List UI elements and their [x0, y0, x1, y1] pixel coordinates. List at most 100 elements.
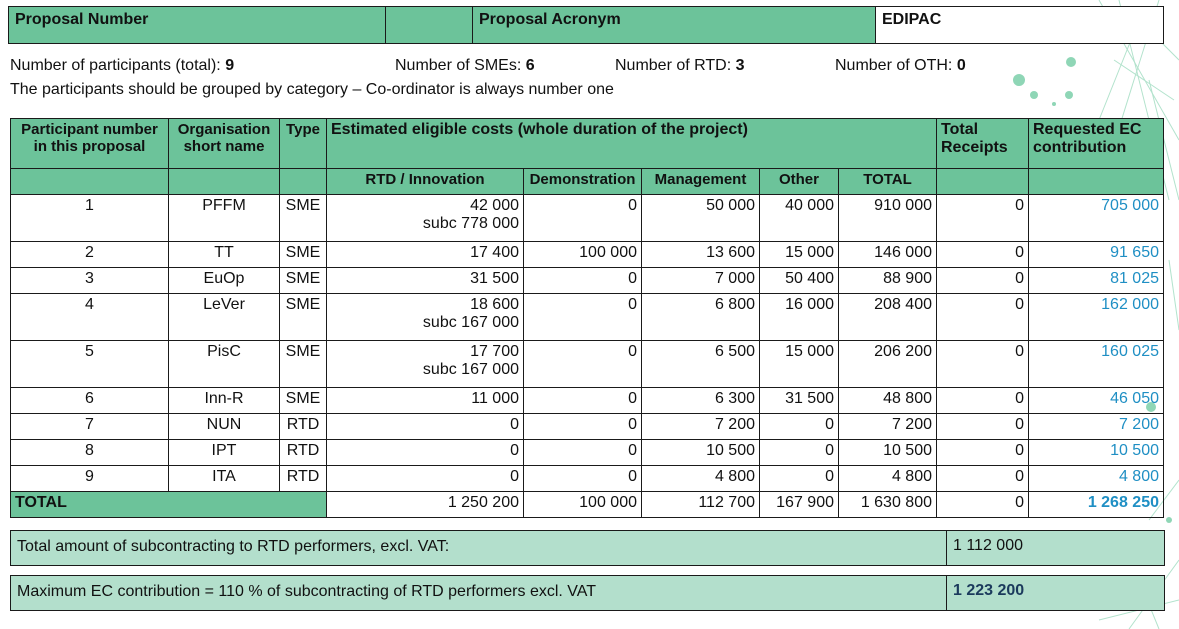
rtd-cost: 42 000 subc 778 000: [326, 194, 524, 242]
subheader-other: Other: [759, 168, 839, 195]
participant-number-value: 3: [85, 270, 94, 287]
max-ec-value: 1 223 200: [946, 576, 1164, 610]
rtd-cost-value: 11 000: [471, 390, 519, 407]
other-cost-value: 40 000: [785, 197, 834, 214]
total-receipts: 0: [936, 293, 1029, 341]
total-receipts-value: 0: [1015, 296, 1024, 313]
oth-label: Number of OTH:: [835, 57, 953, 74]
management-cost: 10 500: [641, 439, 760, 466]
org-short-name: TT: [168, 241, 280, 268]
smes-label: Number of SMEs:: [395, 57, 522, 74]
subheader-empty: [10, 168, 169, 195]
table-row: 9 ITA RTD 0 0 4 800 0 4 800 0 4 800: [10, 465, 1164, 492]
demonstration-cost-value: 0: [628, 442, 637, 459]
total-receipts: 0: [936, 267, 1029, 294]
total-cost-value: 4 800: [891, 468, 932, 485]
participant-number: 7: [10, 413, 169, 440]
other-cost: 15 000: [759, 241, 839, 268]
total-cost: 910 000: [838, 194, 937, 242]
participants-value: 9: [225, 57, 235, 74]
management-cost: 6 800: [641, 293, 760, 341]
requested-ec: 705 000: [1028, 194, 1164, 242]
total-cost: 208 400: [838, 293, 937, 341]
total-receipts-value: 0: [1015, 270, 1024, 287]
participant-number-value: 5: [85, 343, 94, 360]
rtd-cost-value: 42 000: [470, 197, 519, 214]
subheader-empty: [936, 168, 1029, 195]
participant-number-value: 8: [85, 442, 94, 459]
total-receipts-value: 0: [1015, 390, 1024, 407]
org-short-name-value: IPT: [211, 442, 237, 459]
grouping-note: The participants should be grouped by ca…: [10, 81, 614, 98]
rtd-cost-value: 18 600: [470, 296, 519, 313]
requested-ec: 10 500: [1028, 439, 1164, 466]
table-row: 8 IPT RTD 0 0 10 500 0 10 500 0 10 500: [10, 439, 1164, 466]
org-short-name: LeVer: [168, 293, 280, 341]
participant-number-value: 1: [85, 197, 94, 214]
proposal-number-value: [385, 6, 473, 44]
requested-ec: 81 025: [1028, 267, 1164, 294]
requested-ec: 4 800: [1028, 465, 1164, 492]
header-requested-ec: Requested EC contribution: [1028, 118, 1164, 169]
subheader-empty: [1028, 168, 1164, 195]
org-short-name: EuOp: [168, 267, 280, 294]
other-cost: 0: [759, 439, 839, 466]
management-cost-value: 13 600: [706, 244, 755, 261]
total-demonstration: 100 000: [523, 491, 642, 518]
demonstration-cost: 0: [523, 387, 642, 414]
demonstration-cost: 0: [523, 194, 642, 242]
participant-type: SME: [279, 267, 327, 294]
total-receipts: 0: [936, 194, 1029, 242]
total-cost-value: 208 400: [874, 296, 932, 313]
rtd-cost-value: 31 500: [470, 270, 519, 287]
participant-type-value: SME: [285, 296, 321, 313]
other-cost: 16 000: [759, 293, 839, 341]
participant-type: SME: [279, 241, 327, 268]
total-receipts-value: 0: [1015, 416, 1024, 433]
table-row: 4 LeVer SME 18 600 subc 167 000 0 6 800 16 000 2…: [10, 293, 1164, 341]
total-cost-value: 146 000: [874, 244, 932, 261]
participant-number: 3: [10, 267, 169, 294]
rtd-cost: 0: [326, 439, 524, 466]
subcontracting-label: Total amount of subcontracting to RTD pe…: [17, 538, 450, 555]
other-cost: 50 400: [759, 267, 839, 294]
total-cost-value: 910 000: [874, 197, 932, 214]
total-cost: 88 900: [838, 267, 937, 294]
participant-type: RTD: [279, 465, 327, 492]
participant-type-value: SME: [285, 390, 321, 407]
org-short-name-value: EuOp: [203, 270, 245, 287]
total-cost-value: 88 900: [883, 270, 932, 287]
smes-value: 6: [525, 57, 535, 74]
management-cost-value: 7 000: [714, 270, 755, 287]
rtd-value: 3: [735, 57, 745, 74]
participant-number-value: 2: [85, 244, 94, 261]
total-requested-ec: 1 268 250: [1028, 491, 1164, 518]
header-org-short-name: Organisation short name: [168, 118, 280, 169]
total-management: 112 700: [641, 491, 760, 518]
rtd-cost-value: 17 400: [470, 244, 519, 261]
proposal-acronym-value: EDIPAC: [875, 6, 1164, 44]
total-cost-value: 10 500: [883, 442, 932, 459]
demonstration-cost-value: 0: [628, 296, 637, 313]
subheader-demonstration: Demonstration: [523, 168, 642, 195]
management-cost-value: 6 500: [714, 343, 755, 360]
table-row: 2 TT SME 17 400 100 000 13 600 15 000 146 000 0 9…: [10, 241, 1164, 268]
rtd-cost: 17 400: [326, 241, 524, 268]
total-cost: 10 500: [838, 439, 937, 466]
demonstration-cost-value: 0: [628, 197, 637, 214]
participant-type-value: SME: [285, 343, 321, 360]
total-cost-value: 206 200: [874, 343, 932, 360]
total-row: TOTAL 1 250 200 100 000 112 700 167 900 …: [10, 491, 1164, 518]
management-cost: 7 200: [641, 413, 760, 440]
max-ec-label: Maximum EC contribution = 110 % of subco…: [17, 583, 597, 600]
participant-type-value: SME: [285, 244, 321, 261]
requested-ec: 7 200: [1028, 413, 1164, 440]
rtd-cost: 17 700 subc 167 000: [326, 340, 524, 388]
participant-number: 5: [10, 340, 169, 388]
smes-count: Number of SMEs: 6: [395, 57, 535, 75]
total-cost: 4 800: [838, 465, 937, 492]
org-short-name-value: Inn-R: [204, 390, 244, 407]
total-cost-value: 7 200: [891, 416, 932, 433]
other-cost: 0: [759, 413, 839, 440]
other-cost-value: 50 400: [785, 270, 834, 287]
